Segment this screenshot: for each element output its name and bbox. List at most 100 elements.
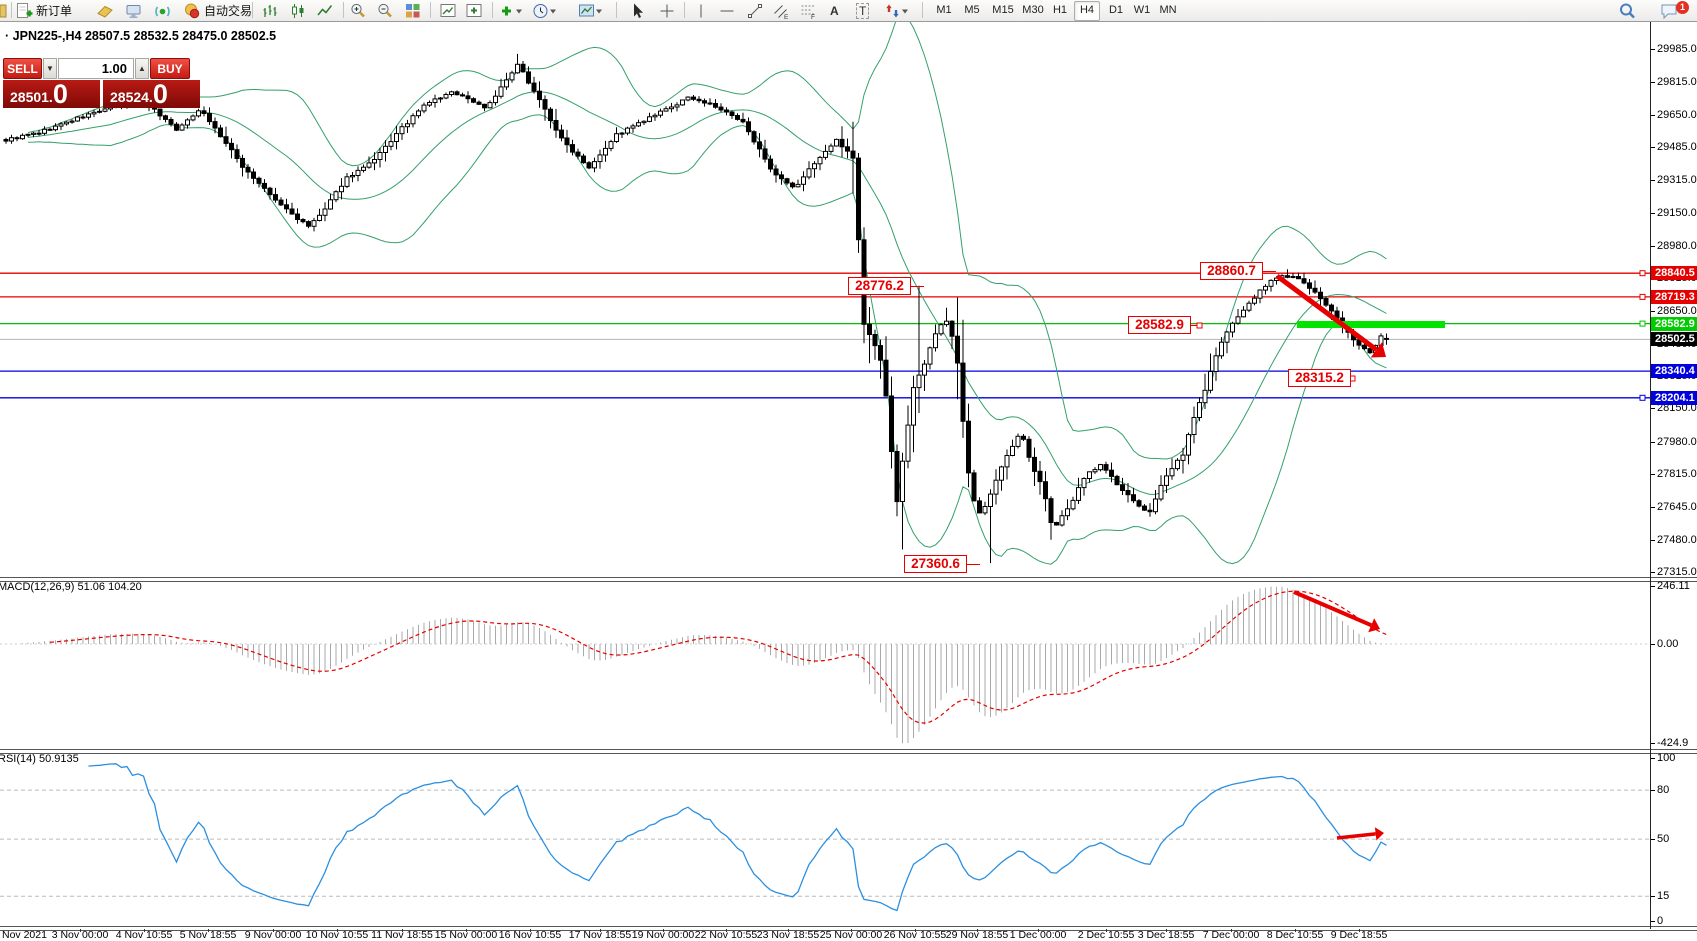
timeframe-h4-button[interactable]: H4	[1074, 1, 1100, 21]
volume-decrease-button[interactable]: ▼	[43, 58, 57, 79]
template-dropdown[interactable]	[578, 1, 604, 20]
search-icon[interactable]	[1618, 1, 1636, 20]
time-tick	[273, 929, 274, 932]
period-dropdown[interactable]	[532, 1, 558, 20]
text-button-glyph: A	[830, 3, 839, 18]
sell-button[interactable]: SELL	[3, 58, 42, 79]
price-level-chip: 28502.5	[1651, 332, 1697, 346]
timeframe-m1-button[interactable]: M1	[936, 4, 952, 16]
toolbar-separator	[616, 2, 617, 18]
quotes-icon[interactable]	[96, 1, 114, 20]
chat-icon[interactable]	[1660, 1, 1678, 20]
price-callout-label[interactable]: 28860.7	[1200, 262, 1263, 280]
price-callout-label[interactable]: 27360.6	[904, 555, 967, 573]
rsi-tick: 15	[1650, 890, 1670, 903]
fib: F	[801, 5, 815, 20]
bars	[263, 4, 277, 17]
bar-chart-button[interactable]	[261, 1, 279, 20]
zoom-in-button[interactable]	[349, 1, 367, 20]
cursor-button[interactable]	[628, 1, 646, 20]
price-callout-label[interactable]: 28315.2	[1288, 369, 1351, 387]
ask-price[interactable]: 28524. 0	[103, 80, 200, 108]
time-label: 22 Nov 10:55	[694, 929, 758, 941]
price-tick: 29315.0	[1651, 174, 1697, 187]
macd-main-value: 51.06	[77, 581, 106, 593]
timeframe-h1-button[interactable]: H1	[1052, 4, 1068, 16]
timeframe-m30-button[interactable]: M30	[1022, 4, 1044, 16]
toolbar-separator	[430, 2, 431, 18]
cross	[660, 4, 674, 17]
auto-trading-button-label: 自动交易	[204, 4, 253, 18]
macd-tick: 0.00	[1650, 638, 1679, 650]
text-label-button[interactable]: T	[856, 1, 870, 20]
signals-icon[interactable]	[154, 1, 172, 20]
add-indicator-dropdown[interactable]	[498, 1, 524, 20]
notification-badge[interactable]: 1	[1676, 1, 1689, 14]
price-level-chip: 28340.4	[1651, 364, 1697, 378]
time-tick	[1106, 929, 1107, 932]
fibonacci-button[interactable]: F	[799, 1, 817, 20]
arrows-dropdown[interactable]	[884, 1, 910, 20]
tmpl	[579, 4, 602, 16]
indicator-add-button[interactable]	[465, 1, 483, 20]
macd-label: MACD(12,26,9) 51.06 104.20	[0, 581, 142, 593]
toolbar-separator	[11, 2, 12, 18]
monitor	[126, 4, 141, 18]
timeframe-m5-button[interactable]: M5	[964, 4, 980, 16]
buy-button[interactable]: BUY	[150, 58, 190, 79]
price-tick: 28150.0	[1651, 402, 1697, 415]
time-label: Nov 2021	[2, 929, 47, 941]
timeframe-d1-button[interactable]: D1	[1108, 4, 1124, 16]
candlestick-chart-button[interactable]	[289, 1, 307, 20]
price-tick: 28650.0	[1651, 304, 1697, 317]
volume-increase-button[interactable]: ▲	[135, 58, 149, 79]
macd-tick: 246.11	[1651, 580, 1690, 593]
volume-input[interactable]	[58, 58, 134, 79]
pane-separator-rsi[interactable]	[0, 749, 1697, 754]
new-order-button[interactable]: 新订单	[15, 1, 72, 20]
price-callout-label[interactable]: 28776.2	[848, 277, 911, 295]
toolbar-separator	[252, 2, 253, 18]
line-chart-button[interactable]	[316, 1, 334, 20]
svg-text:E: E	[784, 14, 789, 20]
timeframe-mn-button[interactable]: MN	[1159, 4, 1177, 16]
zoom-out-button[interactable]	[376, 1, 394, 20]
time-tick	[402, 929, 403, 932]
timeframe-w1-button[interactable]: W1	[1133, 4, 1151, 16]
shapes	[886, 4, 908, 17]
time-tick	[1295, 929, 1296, 932]
time-label: 16 Nov 10:55	[498, 929, 562, 941]
horizontal-line-button[interactable]	[718, 1, 736, 20]
bid-price[interactable]: 28501. 0	[3, 80, 100, 108]
tile	[406, 3, 420, 17]
price-level-chip: 28840.5	[1651, 266, 1697, 280]
timeframe-m15-button[interactable]: M15	[992, 4, 1014, 16]
chart-canvas[interactable]	[0, 22, 1697, 940]
trendline-button[interactable]	[746, 1, 764, 20]
auto-trading-button[interactable]: 自动交易	[183, 1, 252, 20]
time-tick	[788, 929, 789, 932]
time-tick	[1166, 929, 1167, 932]
toolbar-separator	[922, 2, 923, 18]
channel-button[interactable]: E	[772, 1, 790, 20]
linech	[317, 4, 333, 15]
text-button[interactable]: A	[830, 1, 839, 20]
signal	[155, 6, 170, 16]
crosshair-button[interactable]	[658, 1, 676, 20]
vline	[700, 4, 702, 17]
market-watch-icon[interactable]	[125, 1, 143, 20]
new-order-button-label: 新订单	[36, 4, 73, 18]
tile-windows-button[interactable]	[404, 1, 422, 20]
time-tick	[1359, 929, 1360, 932]
price-callout-label[interactable]: 28582.9	[1128, 316, 1191, 334]
time-tick	[144, 929, 145, 932]
rsi-name: RSI(14)	[0, 753, 36, 765]
indicator-window-button[interactable]	[439, 1, 457, 20]
chan: E	[774, 4, 789, 20]
price-tick: 27315.0	[1651, 566, 1697, 578]
pane-separator-macd[interactable]	[0, 577, 1697, 582]
price-axis-border	[1650, 22, 1651, 929]
time-label: 26 Nov 10:55	[883, 929, 947, 941]
time-label: 29 Nov 18:55	[945, 929, 1009, 941]
vertical-line-button[interactable]	[692, 1, 710, 20]
